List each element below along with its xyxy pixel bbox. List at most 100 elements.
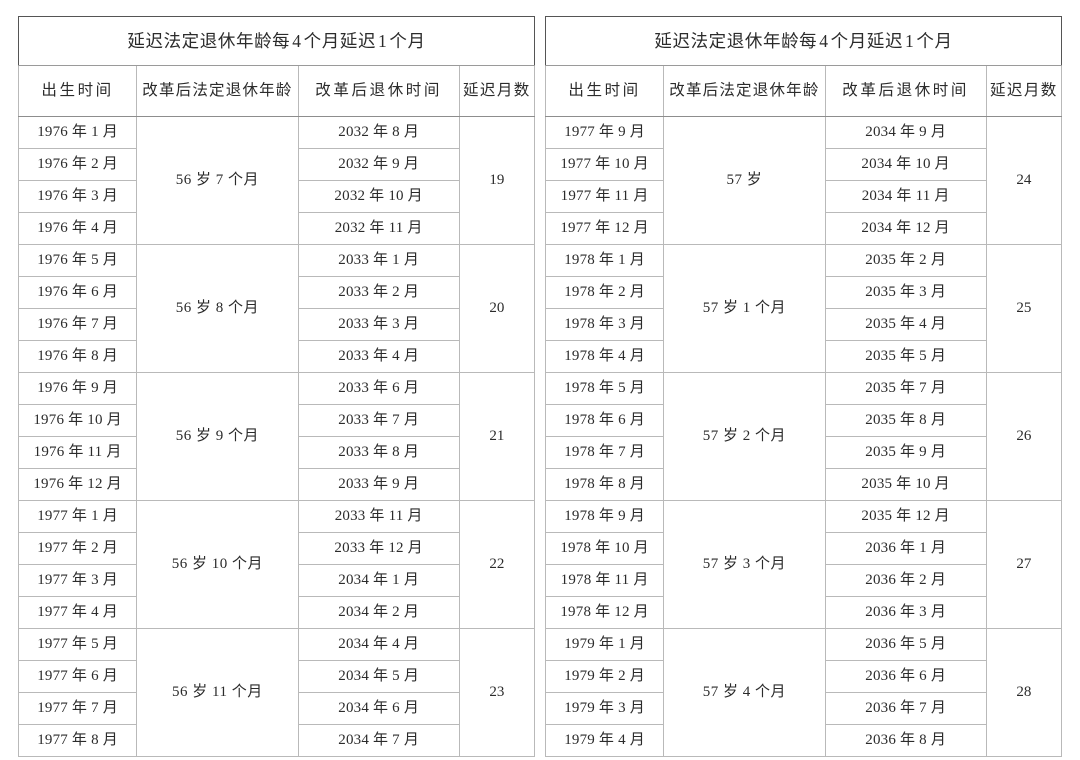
table-row: 1978 年 9 月 57 岁 3 个月 2035 年 12 月 27 [544, 500, 1063, 629]
cell-birth-date: 1978 年 7 月 [544, 436, 665, 469]
cell-birth-date: 1976 年 11 月 [17, 436, 138, 469]
table-row: 1977 年 4 月 2034 年 2 月 [17, 596, 535, 629]
cell-delay-months: 22 [458, 500, 536, 629]
cell-retirement-date: 2036 年 7 月 [824, 692, 987, 725]
cell-delay-months: 21 [458, 372, 536, 501]
cell-delay-months: 25 [985, 244, 1063, 373]
table-title: 延迟法定退休年龄每 4 个月延迟 1 个月 [18, 16, 535, 66]
cell-retirement-age: 57 岁 1 个月 [663, 244, 826, 373]
cell-birth-date: 1977 年 3 月 [17, 564, 138, 597]
cell-retirement-date: 2034 年 1 月 [297, 564, 460, 597]
cell-retirement-date: 2035 年 7 月 [824, 372, 987, 405]
title-text-prefix: 延迟法定退休年龄每 [127, 30, 291, 51]
cell-birth-date: 1979 年 4 月 [544, 724, 665, 757]
table-row: 1976 年 6 月 2033 年 2 月 [17, 276, 535, 309]
cell-retirement-date: 2035 年 3 月 [824, 276, 987, 309]
cell-birth-date: 1977 年 2 月 [17, 532, 138, 565]
cell-birth-date: 1976 年 1 月 [17, 116, 138, 149]
cell-birth-date: 1976 年 2 月 [17, 148, 138, 181]
cell-birth-date: 1977 年 10 月 [544, 148, 665, 181]
table-row: 1978 年 8 月 2035 年 10 月 [544, 468, 1062, 501]
cell-retirement-date: 2035 年 2 月 [824, 244, 987, 277]
table-row: 1977 年 3 月 2034 年 1 月 [17, 564, 535, 597]
cell-birth-date: 1979 年 1 月 [544, 628, 665, 661]
table-row: 1976 年 4 月 2032 年 11 月 [17, 212, 535, 245]
table-row: 1978 年 3 月 2035 年 4 月 [544, 308, 1062, 341]
cell-retirement-date: 2034 年 9 月 [824, 116, 987, 149]
table-row: 1978 年 2 月 2035 年 3 月 [544, 276, 1062, 309]
cell-birth-date: 1978 年 10 月 [544, 532, 665, 565]
title-text-middle: 个月延迟 [303, 30, 377, 51]
cell-birth-date: 1976 年 7 月 [17, 308, 138, 341]
cell-retirement-date: 2032 年 10 月 [297, 180, 460, 213]
cell-retirement-age: 56 岁 10 个月 [136, 500, 299, 629]
cell-birth-date: 1976 年 6 月 [17, 276, 138, 309]
cell-retirement-age: 56 岁 7 个月 [136, 116, 299, 245]
cell-retirement-date: 2033 年 6 月 [297, 372, 460, 405]
cell-birth-date: 1977 年 9 月 [544, 116, 665, 149]
title-number-interval: 4 [292, 30, 302, 51]
table-row: 1977 年 11 月 2034 年 11 月 [544, 180, 1062, 213]
table-row: 1977 年 12 月 2034 年 12 月 [544, 212, 1062, 245]
cell-delay-months: 23 [458, 628, 536, 757]
cell-retirement-date: 2033 年 12 月 [297, 532, 460, 565]
cell-retirement-date: 2034 年 12 月 [824, 212, 987, 245]
cell-birth-date: 1976 年 5 月 [17, 244, 138, 277]
table-row: 1978 年 5 月 57 岁 2 个月 2035 年 7 月 26 [544, 372, 1063, 501]
cell-birth-date: 1977 年 5 月 [17, 628, 138, 661]
cell-birth-date: 1977 年 1 月 [17, 500, 138, 533]
table-row: 1976 年 1 月 56 岁 7 个月 2032 年 8 月 19 [17, 116, 536, 245]
table-row: 1977 年 9 月 57 岁 2034 年 9 月 24 [544, 116, 1063, 245]
cell-retirement-date: 2033 年 11 月 [297, 500, 460, 533]
cell-retirement-date: 2034 年 5 月 [297, 660, 460, 693]
title-text-suffix: 个月 [916, 30, 953, 51]
cell-retirement-date: 2033 年 1 月 [297, 244, 460, 277]
title-text-middle: 个月延迟 [830, 30, 904, 51]
cell-birth-date: 1977 年 11 月 [544, 180, 665, 213]
cell-retirement-date: 2033 年 7 月 [297, 404, 460, 437]
cell-retirement-age: 57 岁 4 个月 [663, 628, 826, 757]
table-title-row: 延迟法定退休年龄每 4 个月延迟 1 个月 [545, 16, 1062, 66]
table-row: 1976 年 3 月 2032 年 10 月 [17, 180, 535, 213]
cell-retirement-date: 2035 年 12 月 [824, 500, 987, 533]
column-header-retirement-age: 改革后法定退休年龄 [663, 65, 826, 117]
cell-retirement-date: 2034 年 11 月 [824, 180, 987, 213]
cell-retirement-date: 2035 年 5 月 [824, 340, 987, 373]
cell-birth-date: 1977 年 12 月 [544, 212, 665, 245]
cell-birth-date: 1978 年 8 月 [544, 468, 665, 501]
cell-retirement-date: 2036 年 5 月 [824, 628, 987, 661]
cell-retirement-date: 2036 年 1 月 [824, 532, 987, 565]
cell-retirement-date: 2036 年 6 月 [824, 660, 987, 693]
table-row: 1976 年 9 月 56 岁 9 个月 2033 年 6 月 21 [17, 372, 536, 501]
title-number-delay: 1 [378, 30, 388, 51]
cell-retirement-date: 2033 年 3 月 [297, 308, 460, 341]
table-row: 1977 年 2 月 2033 年 12 月 [17, 532, 535, 565]
cell-retirement-date: 2035 年 4 月 [824, 308, 987, 341]
cell-retirement-date: 2036 年 3 月 [824, 596, 987, 629]
table-row: 1978 年 1 月 57 岁 1 个月 2035 年 2 月 25 [544, 244, 1063, 373]
title-number-interval: 4 [819, 30, 829, 51]
table-row: 1978 年 12 月 2036 年 3 月 [544, 596, 1062, 629]
cell-birth-date: 1978 年 11 月 [544, 564, 665, 597]
cell-retirement-date: 2034 年 4 月 [297, 628, 460, 661]
cell-delay-months: 26 [985, 372, 1063, 501]
table-row: 1976 年 5 月 56 岁 8 个月 2033 年 1 月 20 [17, 244, 536, 373]
cell-retirement-date: 2034 年 7 月 [297, 724, 460, 757]
cell-retirement-date: 2035 年 10 月 [824, 468, 987, 501]
cell-retirement-date: 2033 年 2 月 [297, 276, 460, 309]
title-number-delay: 1 [905, 30, 915, 51]
column-header-row: 出生时间 改革后法定退休年龄 改革后退休时间 延迟月数 [17, 65, 536, 117]
cell-birth-date: 1977 年 4 月 [17, 596, 138, 629]
cell-birth-date: 1976 年 9 月 [17, 372, 138, 405]
cell-retirement-date: 2034 年 2 月 [297, 596, 460, 629]
column-header-delay-months: 延迟月数 [458, 65, 536, 117]
cell-birth-date: 1977 年 8 月 [17, 724, 138, 757]
table-row: 1977 年 5 月 56 岁 11 个月 2034 年 4 月 23 [17, 628, 536, 757]
title-text-suffix: 个月 [389, 30, 426, 51]
schedule-table-left: 延迟法定退休年龄每 4 个月延迟 1 个月 出生时间 改革后法定退休年龄 改革后退休时间 延迟月… [17, 16, 536, 757]
cell-birth-date: 1978 年 5 月 [544, 372, 665, 405]
cell-birth-date: 1976 年 8 月 [17, 340, 138, 373]
cell-retirement-age: 57 岁 3 个月 [663, 500, 826, 629]
cell-retirement-age: 56 岁 9 个月 [136, 372, 299, 501]
cell-birth-date: 1979 年 3 月 [544, 692, 665, 725]
